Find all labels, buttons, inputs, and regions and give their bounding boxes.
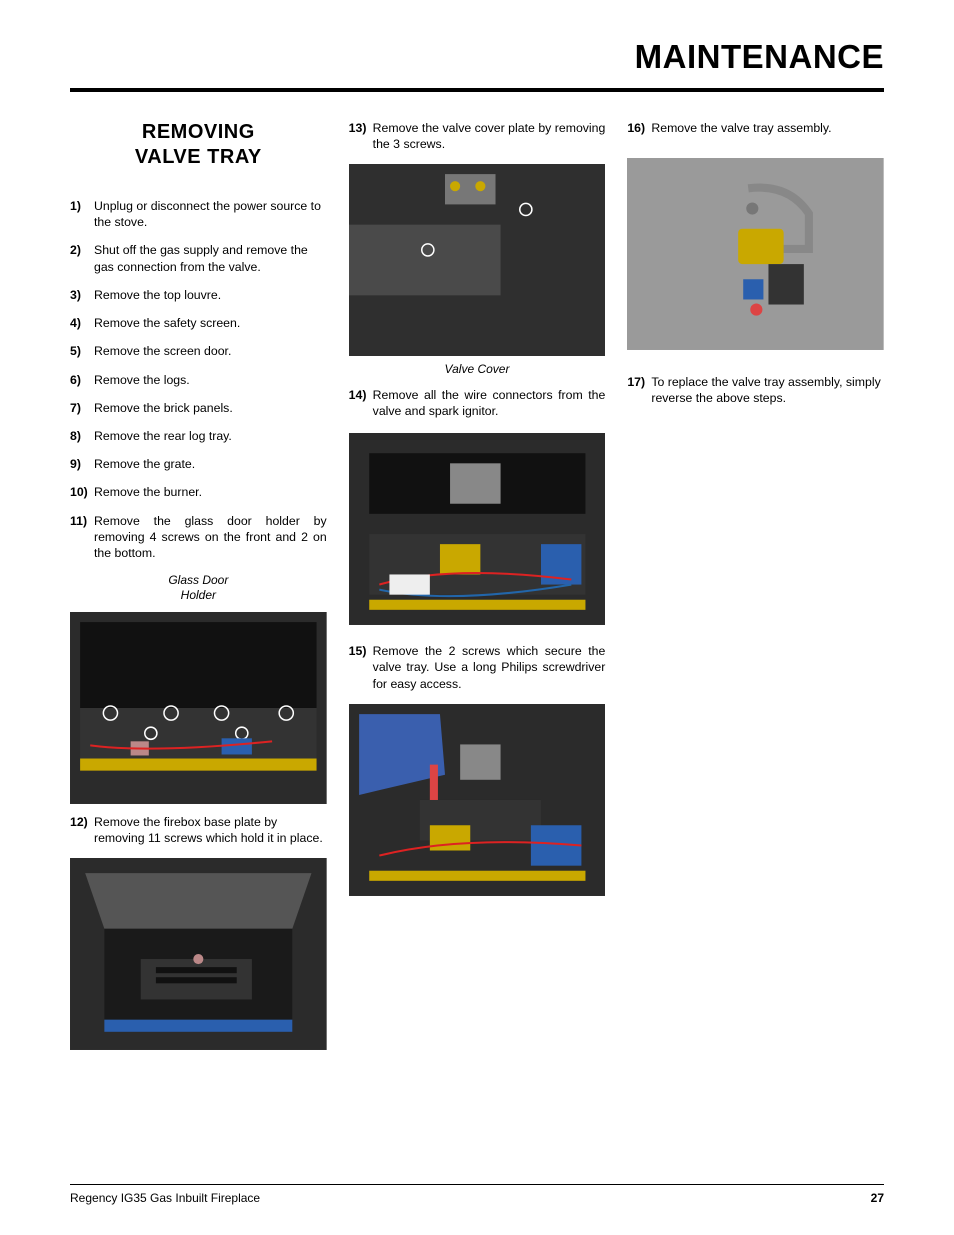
step-number: 15) — [349, 643, 373, 692]
step-2: 2) Shut off the gas supply and remove th… — [70, 242, 327, 274]
step-5: 5) Remove the screen door. — [70, 343, 327, 359]
figure-valve-tray-assembly — [627, 158, 884, 350]
column-3: 16) Remove the valve tray assembly. 17) … — [627, 120, 884, 1056]
step-8: 8) Remove the rear log tray. — [70, 428, 327, 444]
step-number: 3) — [70, 287, 94, 303]
step-text: Remove the brick panels. — [94, 400, 327, 416]
step-text: Remove the screen door. — [94, 343, 327, 359]
footer-product: Regency IG35 Gas Inbuilt Fireplace — [70, 1191, 260, 1205]
step-number: 13) — [349, 120, 373, 152]
step-number: 9) — [70, 456, 94, 472]
figure-wire-connectors — [349, 433, 606, 625]
content-columns: REMOVING VALVE TRAY 1) Unplug or disconn… — [70, 120, 884, 1056]
figure-glass-door-holder — [70, 612, 327, 804]
step-12: 12) Remove the firebox base plate by rem… — [70, 814, 327, 846]
figure-valve-cover — [349, 164, 606, 356]
step-text: Shut off the gas supply and remove the g… — [94, 242, 327, 274]
step-17: 17) To replace the valve tray assembly, … — [627, 374, 884, 406]
step-text: Remove the firebox base plate by removin… — [94, 814, 327, 846]
step-4: 4) Remove the safety screen. — [70, 315, 327, 331]
step-13: 13) Remove the valve cover plate by remo… — [349, 120, 606, 152]
caption-valve-cover: Valve Cover — [349, 362, 606, 376]
page-number: 27 — [871, 1191, 884, 1205]
caption-line2: Holder — [181, 588, 216, 602]
figure-screws-valve-tray — [349, 704, 606, 896]
step-9: 9) Remove the grate. — [70, 456, 327, 472]
step-number: 5) — [70, 343, 94, 359]
step-text: Remove the 2 screws which secure the val… — [373, 643, 606, 692]
step-text: To replace the valve tray assembly, simp… — [651, 374, 884, 406]
step-number: 4) — [70, 315, 94, 331]
step-3: 3) Remove the top louvre. — [70, 287, 327, 303]
column-1: REMOVING VALVE TRAY 1) Unplug or disconn… — [70, 120, 327, 1056]
step-14: 14) Remove all the wire connectors from … — [349, 387, 606, 419]
step-text: Remove all the wire connectors from the … — [373, 387, 606, 419]
step-6: 6) Remove the logs. — [70, 372, 327, 388]
step-text: Remove the grate. — [94, 456, 327, 472]
column-2: 13) Remove the valve cover plate by remo… — [349, 120, 606, 1056]
step-15: 15) Remove the 2 screws which secure the… — [349, 643, 606, 692]
step-number: 17) — [627, 374, 651, 406]
caption-glass-door-holder: Glass Door Holder — [70, 573, 327, 602]
step-text: Remove the logs. — [94, 372, 327, 388]
step-text: Remove the valve cover plate by removing… — [373, 120, 606, 152]
step-text: Remove the safety screen. — [94, 315, 327, 331]
section-heading-line1: REMOVING — [142, 121, 255, 143]
step-11: 11) Remove the glass door holder by remo… — [70, 513, 327, 562]
title-rule — [70, 88, 884, 92]
page-title: MAINTENANCE — [70, 38, 884, 76]
figure-firebox-base-plate — [70, 858, 327, 1050]
step-text: Remove the top louvre. — [94, 287, 327, 303]
step-text: Remove the valve tray assembly. — [651, 120, 884, 136]
step-number: 8) — [70, 428, 94, 444]
step-number: 1) — [70, 198, 94, 230]
section-heading-line2: VALVE TRAY — [135, 146, 262, 168]
step-1: 1) Unplug or disconnect the power source… — [70, 198, 327, 230]
step-text: Remove the burner. — [94, 484, 327, 500]
step-text: Unplug or disconnect the power source to… — [94, 198, 327, 230]
section-heading: REMOVING VALVE TRAY — [70, 120, 327, 170]
step-number: 12) — [70, 814, 94, 846]
step-number: 16) — [627, 120, 651, 136]
step-number: 11) — [70, 513, 94, 562]
step-text: Remove the rear log tray. — [94, 428, 327, 444]
step-7: 7) Remove the brick panels. — [70, 400, 327, 416]
step-number: 14) — [349, 387, 373, 419]
step-number: 2) — [70, 242, 94, 274]
step-number: 10) — [70, 484, 94, 500]
step-text: Remove the glass door holder by removing… — [94, 513, 327, 562]
step-number: 7) — [70, 400, 94, 416]
step-10: 10) Remove the burner. — [70, 484, 327, 500]
step-16: 16) Remove the valve tray assembly. — [627, 120, 884, 136]
caption-line1: Glass Door — [168, 573, 228, 587]
step-number: 6) — [70, 372, 94, 388]
page-footer: Regency IG35 Gas Inbuilt Fireplace 27 — [70, 1184, 884, 1205]
